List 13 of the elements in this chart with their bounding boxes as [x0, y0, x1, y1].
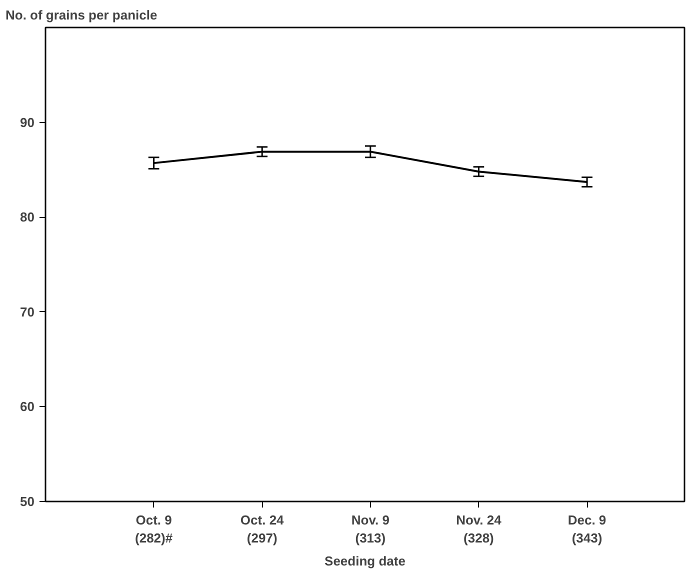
y-tick-label: 80	[20, 210, 35, 225]
x-tick-label: Oct. 9 (282)#	[135, 512, 174, 546]
y-tick-label: 70	[20, 304, 35, 320]
y-tick-label: 90	[20, 114, 35, 130]
line-series	[152, 150, 588, 184]
x-tick-label: Nov. 9 (313)	[351, 512, 390, 546]
y-axis-title: No. of grains per panicle	[6, 8, 158, 22]
x-tick-label: Dec. 9 (343)	[568, 512, 606, 546]
y-tick-label: 50	[20, 494, 35, 509]
x-tick-label: Nov. 24 (328)	[456, 512, 502, 546]
y-tick-label: 60	[20, 399, 35, 414]
x-tick-label: Oct. 24 (297)	[240, 512, 285, 546]
x-axis-title: Seeding date	[324, 554, 406, 568]
